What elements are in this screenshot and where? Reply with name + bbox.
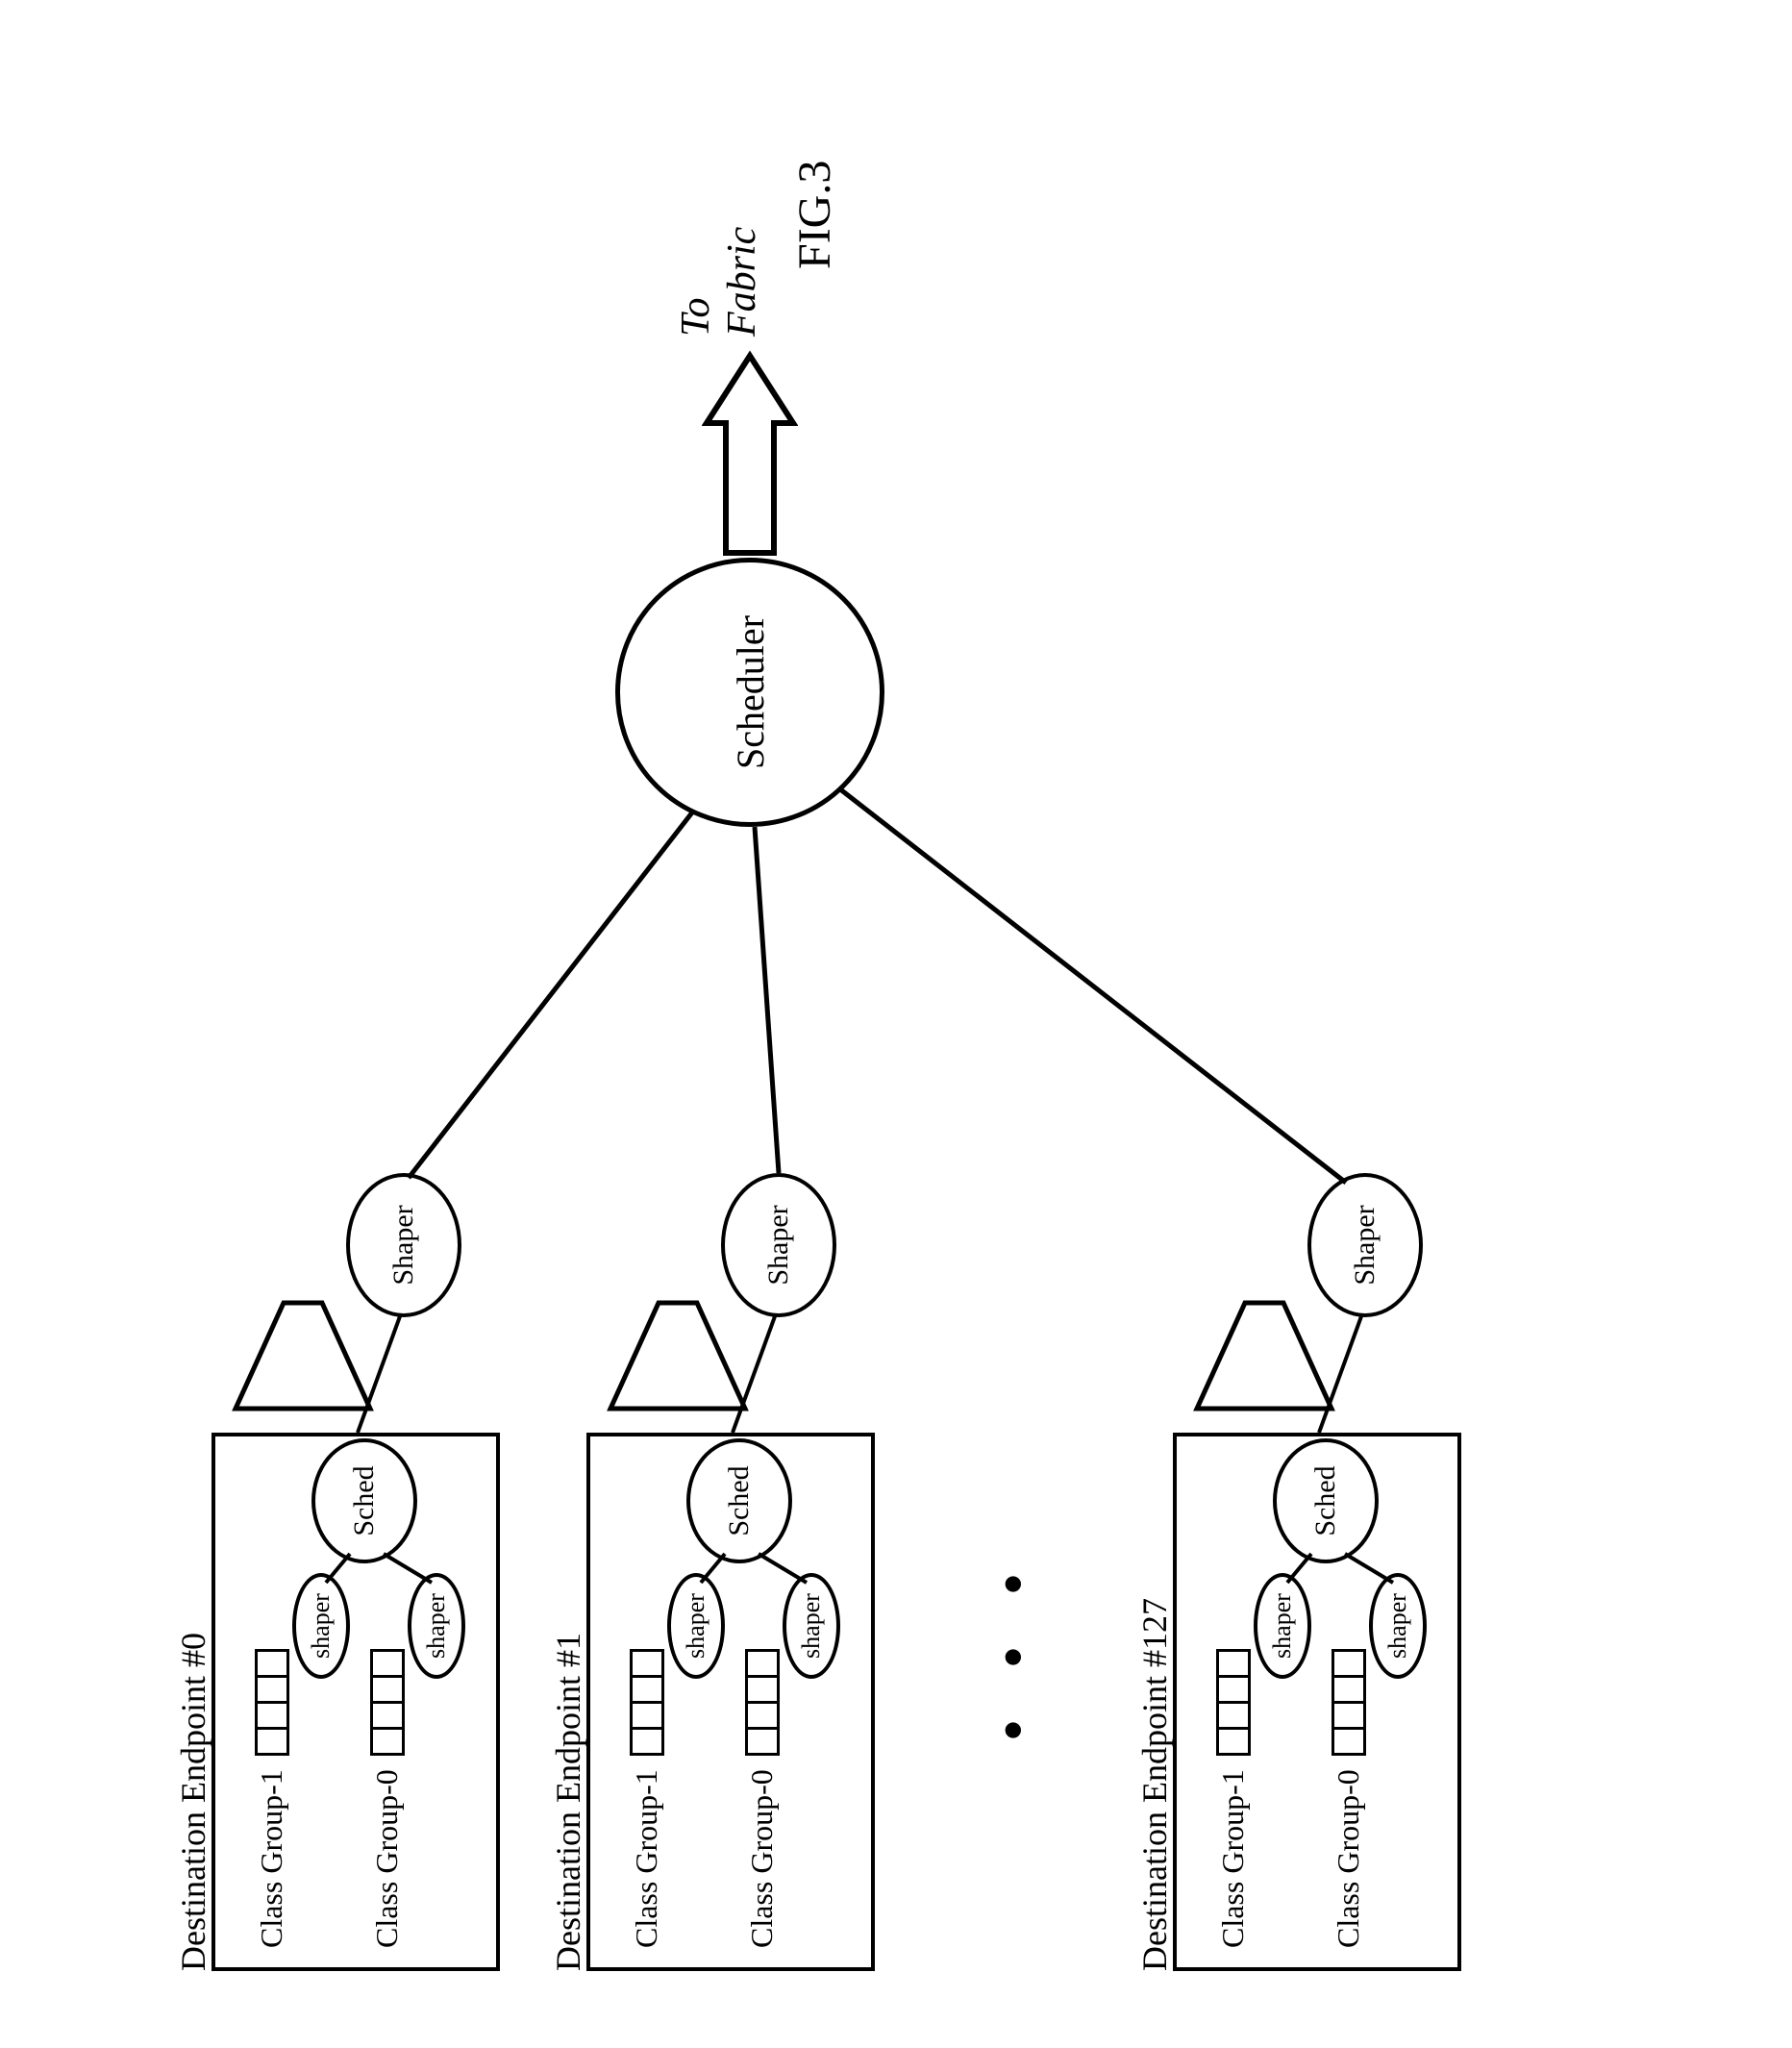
queue-cell	[370, 1649, 405, 1678]
endpoint-0-group-0-queue	[370, 1649, 405, 1756]
main-scheduler: Scheduler	[615, 558, 884, 827]
endpoint-1-inner-shaper-1: shaper	[667, 1573, 725, 1679]
queue-cell	[630, 1675, 664, 1704]
endpoint-1-group-0-label: Class Group-0	[744, 1769, 780, 1948]
endpoint-0-inner-shaper-1: shaper	[292, 1573, 350, 1679]
endpoint-127-group-0-queue	[1332, 1649, 1366, 1756]
queue-cell	[630, 1701, 664, 1730]
endpoint-0-inner-sched: Sched	[311, 1438, 417, 1563]
queue-cell	[1332, 1727, 1366, 1756]
queue-cell	[1216, 1675, 1251, 1704]
endpoint-0-group-0-label: Class Group-0	[369, 1769, 405, 1948]
endpoint-127-group-1-queue	[1216, 1649, 1251, 1756]
endpoint-127-title: Destination Endpoint #127	[1134, 1598, 1175, 1971]
diagram-rotated-wrapper: Destination Endpoint #0 Class Group-1 Cl…	[0, 255, 1792, 1889]
queue-cell	[255, 1727, 289, 1756]
endpoint-1-inner-sched: Sched	[686, 1438, 792, 1563]
queue-cell	[745, 1675, 780, 1704]
endpoint-0-group-1-queue	[255, 1649, 289, 1756]
endpoint-127-group-0-label: Class Group-0	[1331, 1769, 1366, 1948]
endpoint-127-inner-sched: Sched	[1273, 1438, 1379, 1563]
endpoint-1-group-1-queue	[630, 1649, 664, 1756]
queue-cell	[255, 1675, 289, 1704]
queue-cell	[1332, 1649, 1366, 1678]
queue-cell	[745, 1701, 780, 1730]
queue-cell	[745, 1727, 780, 1756]
queue-cell	[370, 1727, 405, 1756]
queue-cell	[370, 1675, 405, 1704]
endpoint-1-funnel-icon	[606, 1279, 750, 1413]
output-label-line-1: To	[673, 227, 719, 337]
endpoint-0-group-1-label: Class Group-1	[254, 1769, 289, 1948]
output-label: To Fabric	[673, 227, 765, 337]
ellipsis-dots: • • •	[981, 1555, 1047, 1740]
queue-cell	[255, 1649, 289, 1678]
queue-cell	[1216, 1727, 1251, 1756]
endpoint-127-inner-shaper-0: shaper	[1369, 1573, 1427, 1679]
endpoint-1-box: Class Group-1 Class Group-0	[586, 1433, 875, 1971]
queue-cell	[745, 1649, 780, 1678]
endpoint-0-title: Destination Endpoint #0	[173, 1633, 213, 1971]
diagram-logical-layout: Destination Endpoint #0 Class Group-1 Cl…	[77, 135, 1711, 2010]
endpoint-1-group-1-label: Class Group-1	[629, 1769, 664, 1948]
endpoint-127-funnel-icon	[1192, 1279, 1336, 1413]
endpoint-127-box: Class Group-1 Class Group-0	[1173, 1433, 1461, 1971]
endpoint-127-outer-shaper: Shaper	[1307, 1173, 1423, 1317]
endpoint-0-funnel-icon	[231, 1279, 375, 1413]
endpoint-0-inner-shaper-0: shaper	[408, 1573, 465, 1679]
endpoint-1-group-0-queue	[745, 1649, 780, 1756]
endpoint-1-title: Destination Endpoint #1	[548, 1633, 588, 1971]
queue-cell	[255, 1701, 289, 1730]
queue-cell	[630, 1727, 664, 1756]
queue-cell	[1216, 1649, 1251, 1678]
endpoint-127-inner-shaper-1: shaper	[1254, 1573, 1311, 1679]
endpoint-0-box: Class Group-1 Class Group-0	[212, 1433, 500, 1971]
queue-cell	[630, 1649, 664, 1678]
output-label-line-2: Fabric	[719, 227, 765, 337]
output-arrow-icon	[702, 346, 798, 558]
figure-container: FIG.3 Destination Endpoint #0 Class Grou…	[38, 38, 1754, 2010]
queue-cell	[1332, 1675, 1366, 1704]
endpoint-127-group-1-label: Class Group-1	[1215, 1769, 1251, 1948]
endpoint-0-outer-shaper: Shaper	[346, 1173, 461, 1317]
endpoint-1-inner-shaper-0: shaper	[783, 1573, 840, 1679]
queue-cell	[370, 1701, 405, 1730]
endpoint-1-outer-shaper: Shaper	[721, 1173, 836, 1317]
queue-cell	[1216, 1701, 1251, 1730]
queue-cell	[1332, 1701, 1366, 1730]
